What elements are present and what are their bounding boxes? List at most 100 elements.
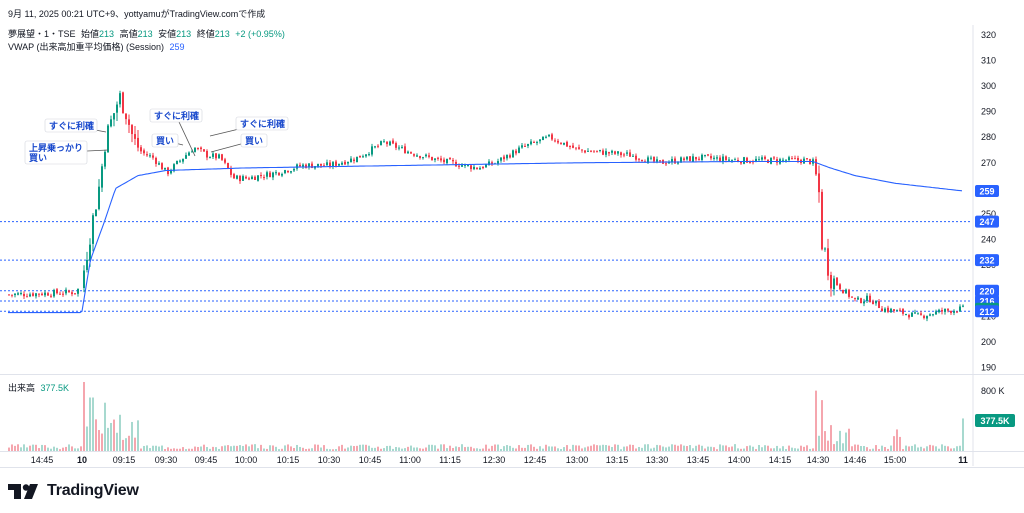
candle-body bbox=[755, 158, 757, 162]
volume-bar bbox=[182, 447, 184, 451]
volume-bar bbox=[545, 444, 547, 451]
low-label: 安値 bbox=[158, 29, 177, 39]
candle-body bbox=[362, 156, 364, 158]
price-tick-label: 310 bbox=[981, 55, 996, 65]
volume-bar bbox=[902, 449, 904, 451]
candle-body bbox=[443, 159, 445, 163]
candle-body bbox=[350, 158, 352, 163]
volume-bar bbox=[227, 445, 229, 451]
volume-bar bbox=[278, 449, 280, 451]
volume-bar bbox=[14, 445, 16, 451]
volume-bar bbox=[671, 444, 673, 451]
volume-bar bbox=[413, 447, 415, 451]
candle-body bbox=[101, 166, 103, 188]
volume-bar bbox=[491, 445, 493, 451]
volume-bar bbox=[245, 444, 247, 451]
volume-bar bbox=[479, 448, 481, 451]
volume-bar bbox=[812, 448, 814, 451]
volume-bar bbox=[581, 448, 583, 451]
volume-bar bbox=[878, 449, 880, 451]
candle-body bbox=[401, 146, 403, 148]
candle-body bbox=[677, 162, 679, 164]
volume-bar bbox=[437, 448, 439, 451]
candle-body bbox=[380, 141, 382, 146]
candle-body bbox=[647, 157, 649, 164]
candle-body bbox=[413, 154, 415, 156]
volume-bar bbox=[323, 445, 325, 451]
volume-bar bbox=[668, 446, 670, 451]
volume-bar bbox=[899, 436, 901, 451]
candle-body bbox=[743, 157, 745, 164]
volume-bar bbox=[431, 444, 433, 451]
price-badge: 247 bbox=[975, 215, 999, 228]
volume-bar bbox=[131, 421, 133, 451]
candle-body bbox=[527, 144, 529, 146]
volume-bar bbox=[953, 448, 955, 451]
volume-bar bbox=[218, 448, 220, 451]
candle-body bbox=[590, 150, 592, 152]
volume-bar bbox=[68, 444, 70, 451]
volume-bar bbox=[587, 446, 589, 451]
candle-body bbox=[302, 164, 304, 167]
volume-bar bbox=[329, 449, 331, 451]
candle-body bbox=[329, 162, 331, 167]
candle-body bbox=[731, 159, 733, 161]
price-tick-label: 190 bbox=[981, 363, 996, 373]
volume-bar bbox=[728, 447, 730, 451]
candle-body bbox=[368, 154, 370, 156]
volume-bar bbox=[845, 432, 847, 451]
volume-bar bbox=[698, 444, 700, 451]
volume-bar bbox=[167, 447, 169, 451]
candle-body bbox=[521, 145, 523, 148]
price-badge-label: 247 bbox=[979, 217, 994, 227]
volume-bar bbox=[749, 445, 751, 451]
tradingview-logo[interactable]: TradingView bbox=[8, 482, 139, 500]
time-tick-label: 10 bbox=[77, 455, 87, 465]
volume-bar bbox=[257, 448, 259, 451]
volume-bar bbox=[740, 448, 742, 451]
volume-bar bbox=[401, 448, 403, 451]
candle-body bbox=[578, 147, 580, 149]
candle-body bbox=[296, 164, 298, 169]
volume-bar bbox=[458, 447, 460, 451]
volume-bar bbox=[818, 435, 820, 451]
volume-bar bbox=[890, 445, 892, 451]
candle-body bbox=[134, 134, 136, 139]
volume-bar bbox=[578, 445, 580, 451]
volume-bar bbox=[929, 444, 931, 451]
candle-body bbox=[416, 155, 418, 157]
volume-bar bbox=[503, 446, 505, 451]
candle-body bbox=[902, 309, 904, 314]
volume-bar bbox=[41, 444, 43, 451]
candle-body bbox=[728, 159, 730, 161]
volume-bar bbox=[788, 445, 790, 451]
volume-bar bbox=[773, 448, 775, 451]
volume-bar bbox=[287, 444, 289, 451]
volume-bar bbox=[947, 446, 949, 451]
volume-bar bbox=[113, 419, 115, 451]
candle-body bbox=[587, 150, 589, 152]
volume-bar bbox=[779, 448, 781, 451]
volume-bar bbox=[752, 446, 754, 451]
volume-bar bbox=[308, 448, 310, 451]
candle-body bbox=[8, 294, 10, 296]
candle-body bbox=[782, 159, 784, 161]
candle-body bbox=[149, 155, 151, 157]
candle-body bbox=[896, 310, 898, 312]
candle-body bbox=[749, 162, 751, 164]
candle-body bbox=[356, 156, 358, 163]
time-tick-label: 10:30 bbox=[318, 455, 341, 465]
snapshot-timestamp: 9月 11, 2025 00:21 UTC+9、yottyamuがTrading… bbox=[8, 9, 266, 19]
candle-body bbox=[866, 295, 868, 302]
price-badge-label: 220 bbox=[979, 286, 994, 296]
volume-bar bbox=[572, 444, 574, 451]
candle-body bbox=[890, 308, 892, 313]
volume-bar bbox=[881, 445, 883, 451]
candle-body bbox=[341, 162, 343, 165]
volume-bar bbox=[776, 445, 778, 451]
vwap-label: VWAP (出来高加重平均価格) (Session) bbox=[8, 42, 165, 52]
volume-bar bbox=[551, 446, 553, 451]
volume-bar bbox=[626, 446, 628, 451]
candle-body bbox=[503, 156, 505, 160]
